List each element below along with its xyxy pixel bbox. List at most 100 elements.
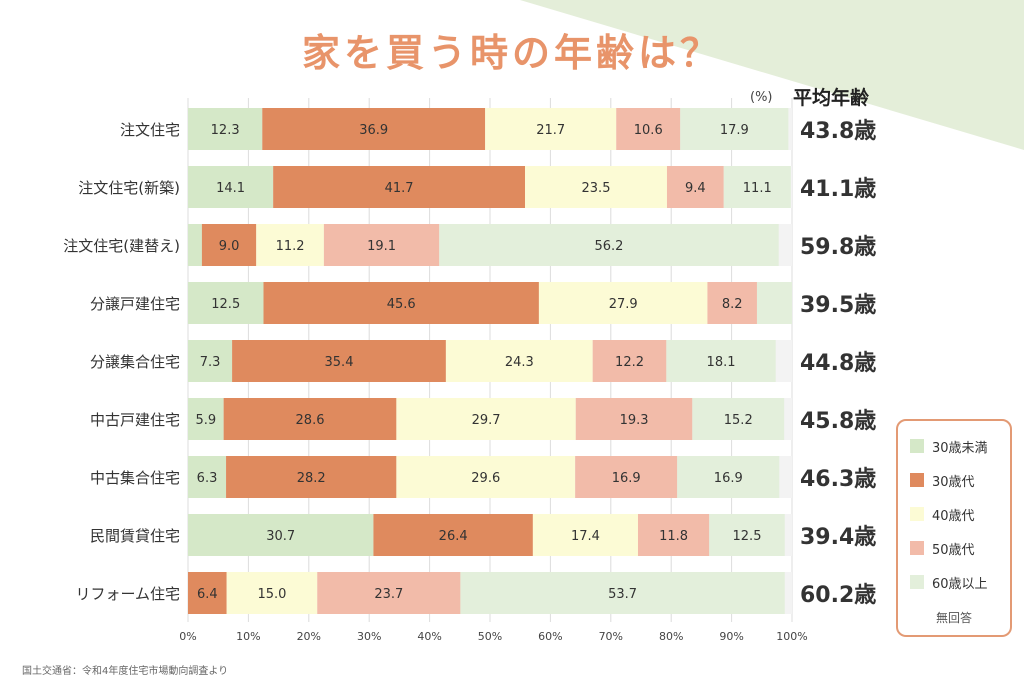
data-label: 53.7: [608, 587, 637, 602]
data-label: 6.3: [197, 471, 218, 486]
bar-segment: [445, 340, 593, 382]
bar-segment: [188, 340, 233, 382]
data-label: 41.7: [385, 181, 414, 196]
bar-segment: [692, 398, 785, 440]
data-label: 19.3: [620, 413, 649, 428]
bar-segment: [256, 224, 324, 266]
chart-title: 家を買う時の年齢は？: [301, 31, 722, 75]
x-tick-label: 10%: [236, 630, 260, 643]
data-label: 28.6: [296, 413, 325, 428]
legend-label: 30歳未満: [932, 440, 988, 456]
legend-note-no-answer: 無回答: [936, 611, 973, 625]
data-label: 18.1: [707, 355, 736, 370]
data-label: 14.1: [216, 181, 245, 196]
data-label: 7.3: [200, 355, 221, 370]
average-age-value: 45.8歳: [800, 409, 876, 434]
data-label: 19.1: [367, 239, 396, 254]
legend-swatch: [910, 575, 924, 589]
bar-segment: [223, 398, 397, 440]
legend-swatch: [910, 541, 924, 555]
source-note: 国土交通省：令和4年度住宅市場動向調査より: [22, 666, 229, 677]
data-label: 12.5: [733, 529, 762, 544]
x-tick-label: 80%: [659, 630, 683, 643]
average-age-value: 44.8歳: [800, 351, 876, 376]
bar-segment: [373, 514, 533, 556]
data-label: 12.2: [615, 355, 644, 370]
data-label: 11.2: [276, 239, 305, 254]
bar-segment: [263, 282, 539, 324]
bar-segment: [525, 166, 667, 208]
bar-segment: [592, 340, 667, 382]
data-label: 15.0: [257, 587, 286, 602]
bar-segment: [575, 456, 678, 498]
x-tick-label: 60%: [538, 630, 562, 643]
data-label: 27.9: [609, 297, 638, 312]
x-tick-label: 50%: [478, 630, 502, 643]
data-label: 8.2: [722, 297, 743, 312]
data-label: 6.4: [197, 587, 218, 602]
data-label: 24.3: [505, 355, 534, 370]
category-label: 中古戸建住宅: [90, 411, 180, 429]
bar-segment: [396, 398, 576, 440]
legend-swatch: [910, 473, 924, 487]
bar-segment: [637, 514, 710, 556]
x-tick-label: 40%: [417, 630, 441, 643]
bar-segment: [188, 108, 263, 150]
average-age-value: 43.8歳: [800, 119, 876, 144]
data-label: 35.4: [325, 355, 354, 370]
average-age-value: 46.3歳: [800, 467, 876, 492]
legend-swatch: [910, 439, 924, 453]
data-label: 9.4: [685, 181, 706, 196]
category-label: 分譲集合住宅: [90, 353, 180, 371]
average-age-value: 41.1歳: [800, 177, 876, 202]
bar-segment: [485, 108, 617, 150]
legend-item: 30歳代: [910, 469, 975, 491]
bar-segment: [226, 456, 397, 498]
bar-segment: [460, 572, 785, 614]
data-label: 28.2: [297, 471, 326, 486]
bar-segment: [575, 398, 693, 440]
data-label: 10.6: [634, 123, 663, 138]
data-label: 11.1: [743, 181, 772, 196]
data-label: 16.9: [714, 471, 743, 486]
bar-segment: [201, 224, 257, 266]
bar-segment: [188, 166, 274, 208]
legend-label: 30歳代: [932, 474, 975, 490]
bar-segment: [188, 514, 374, 556]
category-label: 中古集合住宅: [90, 469, 180, 487]
bar-segment: [680, 108, 789, 150]
data-label: 17.9: [720, 123, 749, 138]
legend: 30歳未満 30歳代 40歳代 50歳代 60歳以上 無回答: [896, 419, 1012, 637]
bar-segment: [616, 108, 681, 150]
data-label: 30.7: [266, 529, 295, 544]
data-label: 29.6: [471, 471, 500, 486]
data-label: 29.7: [472, 413, 501, 428]
data-label: 11.8: [659, 529, 688, 544]
category-label: 分譲戸建住宅: [90, 295, 180, 313]
bar-segment: [677, 456, 780, 498]
legend-item: 60歳以上: [910, 571, 988, 593]
average-age-value: 59.8歳: [800, 235, 876, 260]
bar-segment: [756, 282, 792, 324]
bar-segment: [232, 340, 446, 382]
legend-label: 60歳以上: [932, 576, 988, 592]
data-label: 15.2: [724, 413, 753, 428]
x-tick-label: 90%: [719, 630, 743, 643]
x-tick-label: 0%: [179, 630, 196, 643]
average-age-value: 39.4歳: [800, 525, 876, 550]
bar-segment: [538, 282, 708, 324]
category-label: 注文住宅(新築): [78, 179, 180, 197]
legend-swatch: [910, 507, 924, 521]
legend-item: 40歳代: [910, 503, 975, 525]
data-label: 5.9: [195, 413, 216, 428]
bar-segment: [188, 456, 227, 498]
bar-segment: [188, 398, 224, 440]
average-age-header: 平均年齢: [793, 87, 870, 109]
average-age-value: 39.5歳: [800, 293, 876, 318]
legend-label: 50歳代: [932, 542, 975, 558]
data-label: 17.4: [571, 529, 600, 544]
legend-item: 50歳代: [910, 537, 975, 559]
data-label: 12.3: [211, 123, 240, 138]
